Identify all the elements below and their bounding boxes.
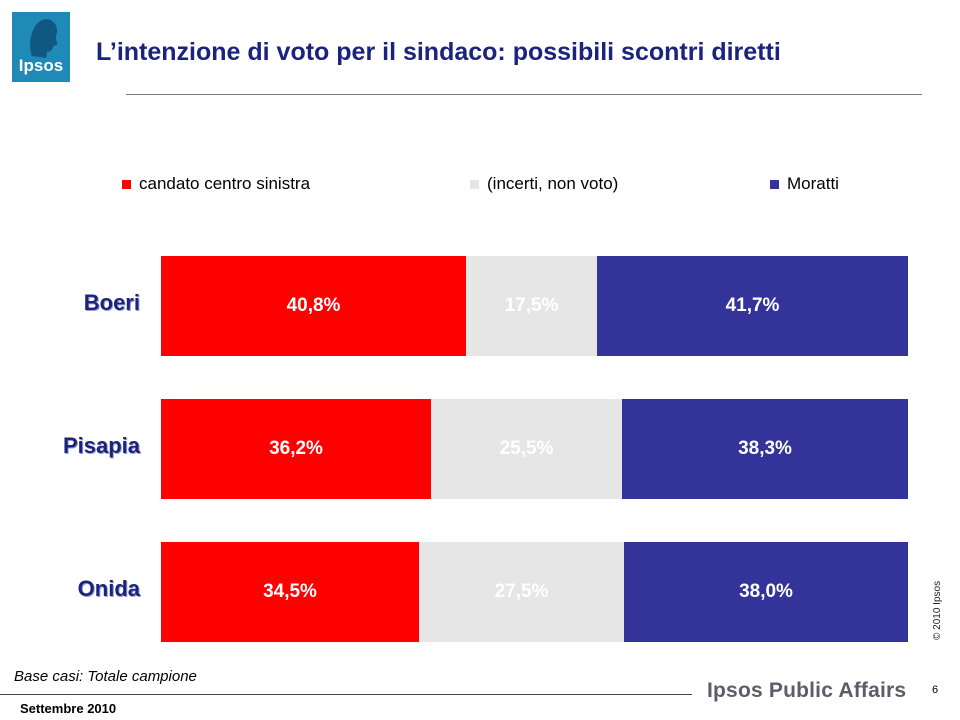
title-divider bbox=[126, 94, 922, 95]
data-label: 25,5% bbox=[499, 438, 554, 459]
data-label: 17,5% bbox=[504, 295, 559, 316]
legend-item-incerti: (incerti, non voto) bbox=[470, 174, 618, 194]
data-label: 40,8% bbox=[286, 295, 341, 316]
copyright-note: © 2010 Ipsos bbox=[932, 580, 943, 640]
bar-segment: 41,7% bbox=[597, 256, 908, 356]
footer-date: Settembre 2010 bbox=[20, 701, 117, 716]
category-label: Boeri bbox=[83, 290, 140, 315]
ipsos-logo: Ipsos bbox=[12, 12, 70, 82]
bar-segment: 34,5% bbox=[161, 542, 419, 642]
data-label: 41,7% bbox=[725, 295, 780, 316]
base-note: Base casi: Totale campione bbox=[14, 668, 197, 685]
bar-segment: 38,3% bbox=[622, 399, 908, 499]
bar-segment: 38,0% bbox=[624, 542, 908, 642]
legend-swatch bbox=[770, 179, 779, 189]
legend-item-centro-sinistra: candato centro sinistra bbox=[122, 174, 310, 194]
legend-swatch bbox=[122, 179, 131, 189]
bar-segment: 25,5% bbox=[431, 399, 622, 499]
chart-legend: candato centro sinistra (incerti, non vo… bbox=[0, 174, 960, 194]
data-label: 38,0% bbox=[739, 581, 793, 602]
bar-segment: 27,5% bbox=[419, 542, 624, 642]
data-label: 38,3% bbox=[738, 438, 792, 459]
legend-label: candato centro sinistra bbox=[139, 174, 311, 193]
data-label: 36,2% bbox=[269, 438, 323, 459]
logo-text: Ipsos bbox=[18, 56, 64, 75]
bar-segment: 40,8% bbox=[161, 256, 466, 356]
page-number: 6 bbox=[932, 684, 939, 696]
bar-segment: 36,2% bbox=[161, 399, 431, 499]
footer-divider bbox=[0, 694, 692, 695]
bar-segment: 17,5% bbox=[466, 256, 597, 356]
data-label: 34,5% bbox=[263, 581, 317, 602]
head-silhouette-icon bbox=[30, 19, 58, 58]
category-label: Onida bbox=[77, 576, 140, 601]
category-label: Pisapia bbox=[62, 433, 140, 458]
legend-label: Moratti bbox=[787, 174, 839, 193]
legend-label: (incerti, non voto) bbox=[487, 174, 619, 193]
page-title: L’intenzione di voto per il sindaco: pos… bbox=[96, 38, 781, 66]
legend-swatch bbox=[470, 179, 479, 189]
data-label: 27,5% bbox=[494, 581, 549, 602]
brand-name: Ipsos Public Affairs bbox=[707, 679, 907, 702]
legend-item-moratti: Moratti bbox=[770, 174, 839, 194]
